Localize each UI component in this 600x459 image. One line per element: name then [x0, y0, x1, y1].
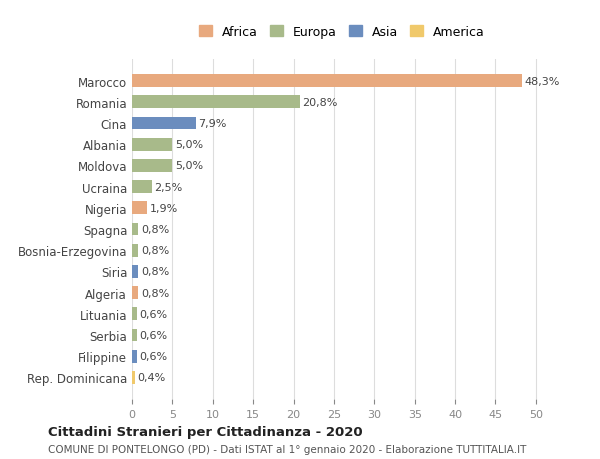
Bar: [132, 160, 172, 173]
Text: 7,9%: 7,9%: [198, 119, 227, 129]
Text: 0,8%: 0,8%: [141, 267, 169, 277]
Bar: [132, 329, 137, 341]
Text: 5,0%: 5,0%: [175, 140, 203, 150]
Text: 5,0%: 5,0%: [175, 161, 203, 171]
Text: 0,6%: 0,6%: [139, 330, 167, 340]
Bar: [132, 350, 137, 363]
Text: 48,3%: 48,3%: [524, 77, 560, 86]
Text: 0,8%: 0,8%: [141, 224, 169, 235]
Text: 0,8%: 0,8%: [141, 246, 169, 256]
Bar: [132, 202, 148, 215]
Text: 0,8%: 0,8%: [141, 288, 169, 298]
Text: 1,9%: 1,9%: [150, 203, 178, 213]
Bar: [132, 308, 137, 320]
Text: 0,6%: 0,6%: [139, 309, 167, 319]
Bar: [132, 139, 172, 151]
Bar: [132, 181, 152, 194]
Text: COMUNE DI PONTELONGO (PD) - Dati ISTAT al 1° gennaio 2020 - Elaborazione TUTTITA: COMUNE DI PONTELONGO (PD) - Dati ISTAT a…: [48, 444, 526, 454]
Bar: [132, 96, 300, 109]
Text: Cittadini Stranieri per Cittadinanza - 2020: Cittadini Stranieri per Cittadinanza - 2…: [48, 425, 362, 438]
Bar: [132, 118, 196, 130]
Bar: [132, 265, 139, 278]
Text: 0,6%: 0,6%: [139, 352, 167, 361]
Bar: [132, 371, 135, 384]
Bar: [132, 223, 139, 236]
Text: 20,8%: 20,8%: [302, 98, 338, 107]
Text: 2,5%: 2,5%: [155, 182, 183, 192]
Bar: [132, 244, 139, 257]
Bar: [132, 75, 522, 88]
Legend: Africa, Europa, Asia, America: Africa, Europa, Asia, America: [196, 22, 488, 42]
Bar: [132, 286, 139, 299]
Text: 0,4%: 0,4%: [137, 373, 166, 382]
